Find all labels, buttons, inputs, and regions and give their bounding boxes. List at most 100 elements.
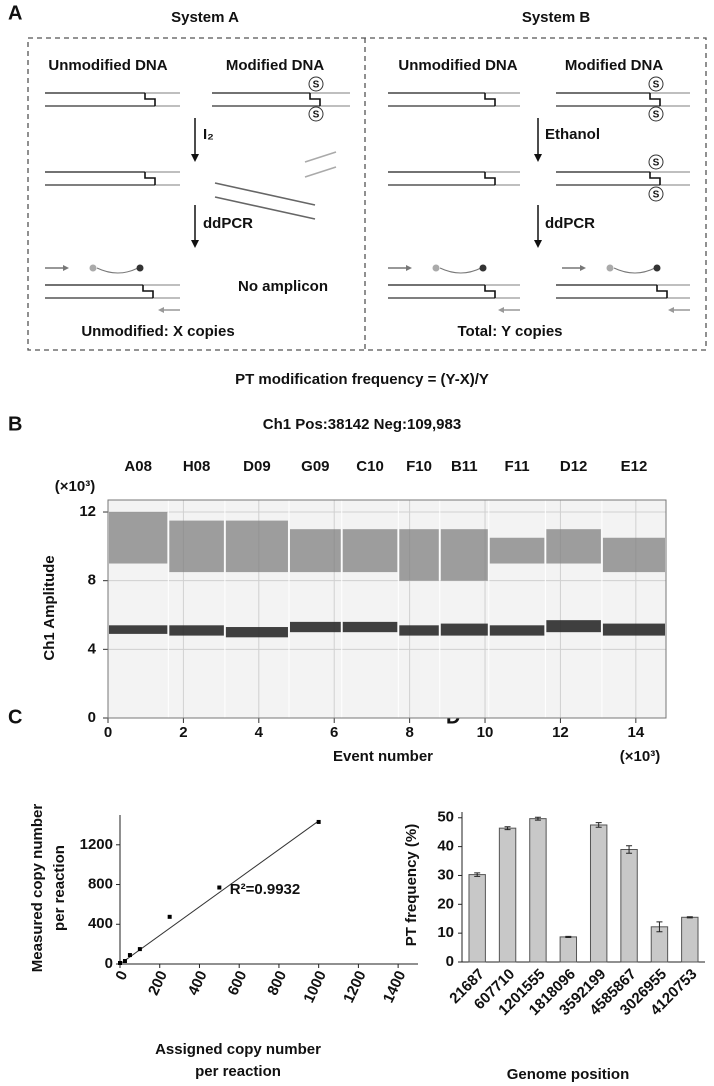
- well-label: E12: [621, 458, 648, 475]
- arrow-head: [534, 240, 542, 248]
- y-axis-label: Measured copy number: [29, 804, 46, 973]
- s-label: S: [653, 158, 660, 169]
- fragment: [304, 151, 337, 163]
- x-tick-label: 1400: [380, 968, 410, 1005]
- y-tick-label: 30: [437, 866, 454, 883]
- y-tick-label: 10: [437, 924, 454, 941]
- error-bar: [686, 916, 693, 919]
- y-tick-label: 1200: [80, 836, 113, 853]
- trendline: [119, 820, 319, 965]
- probe-dot: [606, 264, 614, 272]
- well-label: H08: [183, 458, 211, 475]
- y-tick-label: 800: [88, 876, 113, 893]
- nick: [484, 172, 496, 185]
- nick: [656, 285, 668, 298]
- x-tick-label: 800: [264, 968, 290, 998]
- arrow-head: [191, 154, 199, 162]
- dna-label: Unmodified DNA: [48, 57, 167, 74]
- probe-dot: [653, 264, 661, 272]
- s-label: S: [653, 80, 660, 91]
- dna-label: Modified DNA: [226, 57, 324, 74]
- bar: [529, 818, 547, 963]
- panel-letter: A: [8, 2, 22, 24]
- droplet-cluster: [489, 625, 545, 636]
- y-tick-label: 0: [105, 955, 113, 972]
- fragment: [214, 196, 316, 220]
- s-circle: [648, 76, 664, 92]
- droplet-cluster: [440, 623, 488, 636]
- droplet-cluster: [289, 529, 341, 573]
- assay: ddPCR: [203, 215, 253, 232]
- x-axis-label: Event number: [333, 748, 433, 765]
- s-label: S: [313, 80, 320, 91]
- treatment: Ethanol: [545, 126, 600, 143]
- probe: [439, 267, 482, 274]
- y-tick-label: 4: [88, 640, 97, 657]
- droplet-cluster: [399, 625, 439, 636]
- x-tick-label: 0: [112, 968, 131, 983]
- x-tick-label: 1000: [300, 968, 330, 1005]
- result: Unmodified: X copies: [81, 323, 234, 340]
- y-tick-label: 40: [437, 838, 454, 855]
- x-tick-label: 12: [552, 724, 569, 741]
- nick: [484, 285, 496, 298]
- s-circle: [648, 154, 664, 170]
- probe-dot: [136, 264, 144, 272]
- probe: [613, 267, 656, 274]
- s-circle: [308, 106, 324, 122]
- nick: [484, 93, 496, 106]
- primer-head: [580, 265, 586, 271]
- x-tick-label: 2: [179, 724, 187, 741]
- probe-dot: [432, 264, 440, 272]
- x-tick-label: 4: [255, 724, 264, 741]
- droplet-cluster: [546, 620, 601, 633]
- y-axis-label: per reaction: [51, 845, 68, 931]
- s-label: S: [313, 110, 320, 121]
- x-tick-label: 10: [477, 724, 494, 741]
- y-tick-label: 20: [437, 895, 454, 912]
- point: [316, 819, 321, 824]
- panel-letter: B: [8, 413, 22, 435]
- treatment: I₂: [203, 126, 214, 143]
- formula: PT modification frequency = (Y-X)/Y: [235, 371, 489, 388]
- bar: [681, 916, 699, 963]
- fragment: [214, 182, 316, 206]
- point: [118, 961, 122, 966]
- x-tick-label: 0: [104, 724, 112, 741]
- primer-head: [158, 307, 164, 313]
- chart-title: Ch1 Pos:38142 Neg:109,983: [263, 416, 461, 433]
- primer-head: [668, 307, 674, 313]
- nick: [309, 93, 321, 106]
- panel-letter: C: [8, 706, 22, 728]
- y-tick-label: 0: [446, 953, 454, 970]
- error-bar: [565, 935, 572, 938]
- point: [137, 947, 142, 952]
- system-title: System A: [171, 9, 239, 26]
- droplet-cluster: [399, 529, 439, 581]
- primer-head: [406, 265, 412, 271]
- x-tick-label: 200: [145, 968, 171, 998]
- point: [217, 885, 222, 890]
- system-title: System B: [522, 9, 591, 26]
- droplet-cluster: [225, 520, 288, 573]
- bar: [498, 827, 517, 963]
- x-axis-label: per reaction: [195, 1063, 281, 1080]
- droplet-cluster: [489, 537, 545, 564]
- s-circle: [648, 106, 664, 122]
- s-circle: [308, 76, 324, 92]
- error-bar: [626, 845, 633, 854]
- error-bar: [474, 872, 481, 877]
- droplet-cluster: [109, 512, 168, 564]
- droplet-cluster: [602, 537, 665, 573]
- nick: [144, 93, 156, 106]
- x-tick-label: 14: [627, 724, 644, 741]
- primer-head: [498, 307, 504, 313]
- error-bar: [534, 816, 541, 821]
- result: No amplicon: [238, 278, 328, 295]
- well-label: D12: [560, 458, 588, 475]
- y-tick-label: 12: [79, 503, 96, 520]
- well-label: F10: [406, 458, 432, 475]
- nick: [144, 172, 156, 185]
- result: Total: Y copies: [457, 323, 562, 340]
